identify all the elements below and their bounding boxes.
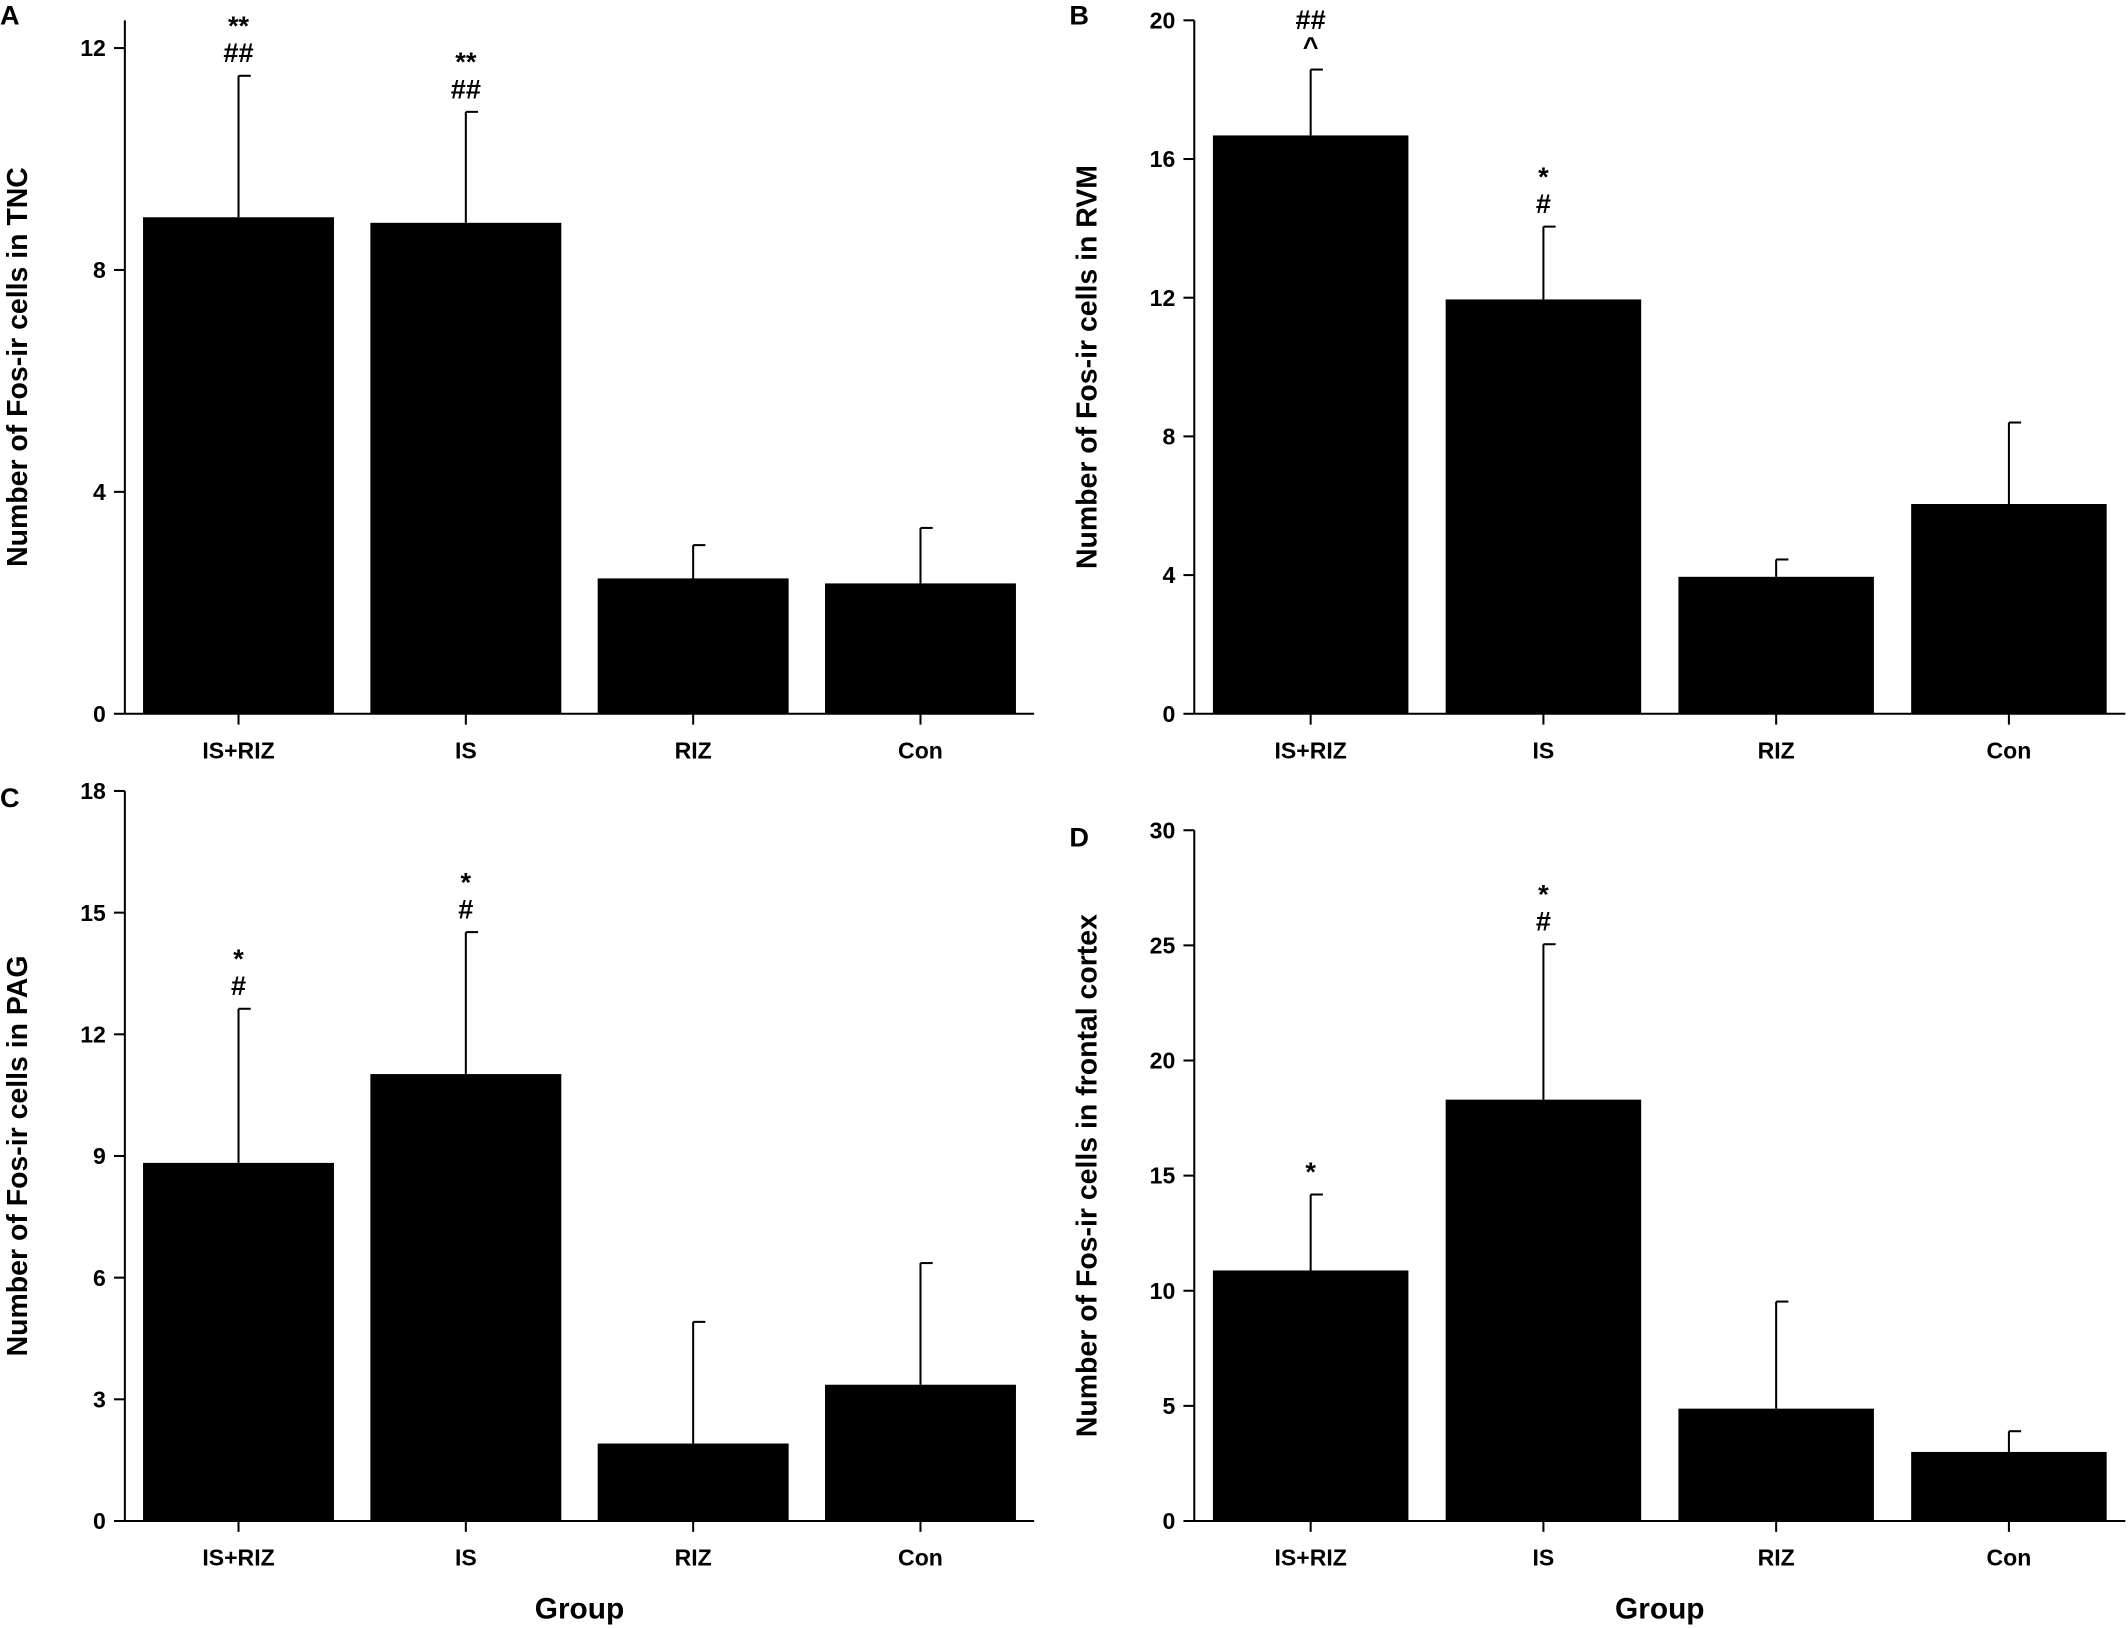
bar (1911, 1451, 2107, 1522)
significance-mark: ## (451, 73, 481, 104)
x-tick-label: RIZ (1758, 737, 1795, 763)
y-tick-label: 4 (1162, 562, 1175, 588)
y-tick-label: 20 (1150, 1048, 1176, 1074)
y-tick-label: 0 (1162, 701, 1175, 727)
bar (1445, 1099, 1642, 1522)
y-tick-label: 18 (80, 778, 106, 804)
y-tick-label: 6 (93, 1265, 106, 1291)
y-tick-label: 8 (93, 257, 106, 283)
bar (597, 1443, 789, 1522)
y-tick-label: 0 (93, 701, 106, 727)
significance-mark: * (1305, 1156, 1316, 1187)
bar (825, 583, 1016, 714)
y-tick-label: 4 (93, 479, 106, 505)
y-tick-label: 16 (1150, 146, 1176, 172)
y-axis-label: Number of Fos-ir cells in PAG (2, 956, 34, 1357)
x-tick-label: IS+RIZ (202, 737, 274, 763)
y-tick-label: 3 (93, 1386, 106, 1412)
significance-mark: * (1305, 0, 1316, 8)
x-tick-label: Con (1986, 1545, 2031, 1571)
y-tick-label: 8 (1162, 424, 1175, 450)
significance-mark: # (458, 894, 473, 925)
y-tick-label: 12 (1150, 285, 1176, 311)
x-tick-label: IS (455, 1545, 477, 1571)
panel-label: A (0, 0, 20, 30)
y-tick-label: 30 (1150, 817, 1176, 843)
x-tick-label: Con (1986, 737, 2031, 763)
bar (370, 222, 562, 714)
bar (370, 1074, 562, 1522)
y-tick-label: 15 (80, 900, 106, 926)
panel-label: D (1069, 822, 1089, 853)
x-tick-label: IS (455, 737, 477, 763)
x-tick-label: RIZ (1758, 1545, 1795, 1571)
x-tick-label: IS (1533, 737, 1555, 763)
y-tick-label: 9 (93, 1143, 106, 1169)
bar (143, 217, 334, 714)
bar (1212, 135, 1409, 714)
x-axis-label: Group (1615, 1593, 1705, 1626)
y-axis-label: Number of Fos-ir cells in RVM (1072, 165, 1104, 569)
y-tick-label: 5 (1162, 1393, 1175, 1419)
significance-mark: ^ (1303, 31, 1319, 62)
y-tick-label: 25 (1150, 933, 1176, 959)
panel-label: B (1069, 0, 1089, 30)
x-axis-label: Group (535, 1593, 625, 1626)
significance-mark: * (461, 867, 472, 898)
x-tick-label: RIZ (675, 737, 712, 763)
bar (1678, 576, 1874, 714)
y-tick-label: 10 (1150, 1278, 1176, 1304)
bar (143, 1162, 334, 1522)
x-tick-label: IS+RIZ (202, 1545, 274, 1571)
y-tick-label: 15 (1150, 1163, 1176, 1189)
significance-mark: ** (455, 46, 477, 77)
y-tick-label: 12 (80, 1021, 106, 1047)
significance-mark: ## (223, 37, 253, 68)
y-axis-label: Number of Fos-ir cells in frontal cortex (1072, 914, 1104, 1437)
significance-mark: ## (1296, 4, 1326, 35)
bar (1911, 504, 2107, 714)
x-tick-label: Con (898, 1545, 943, 1571)
significance-mark: * (233, 943, 244, 974)
significance-mark: * (1538, 879, 1549, 910)
y-tick-label: 0 (93, 1508, 106, 1534)
x-tick-label: RIZ (675, 1545, 712, 1571)
bar (825, 1384, 1016, 1522)
panel-label: C (0, 782, 20, 813)
y-axis-label: Number of Fos-ir cells in TNC (2, 167, 34, 567)
significance-mark: * (1538, 161, 1549, 192)
bar (1678, 1408, 1874, 1522)
y-tick-label: 12 (80, 35, 106, 61)
y-tick-label: 0 (1162, 1508, 1175, 1534)
x-tick-label: IS (1533, 1545, 1555, 1571)
bar (597, 578, 789, 714)
significance-mark: ** (228, 10, 250, 41)
x-tick-label: IS+RIZ (1274, 737, 1346, 763)
y-tick-label: 20 (1150, 7, 1176, 33)
bar (1212, 1270, 1409, 1522)
x-tick-label: Con (898, 737, 943, 763)
bar (1445, 299, 1642, 714)
x-tick-label: IS+RIZ (1274, 1545, 1346, 1571)
significance-mark: # (1536, 188, 1551, 219)
significance-mark: # (231, 970, 246, 1001)
significance-mark: # (1536, 906, 1551, 937)
